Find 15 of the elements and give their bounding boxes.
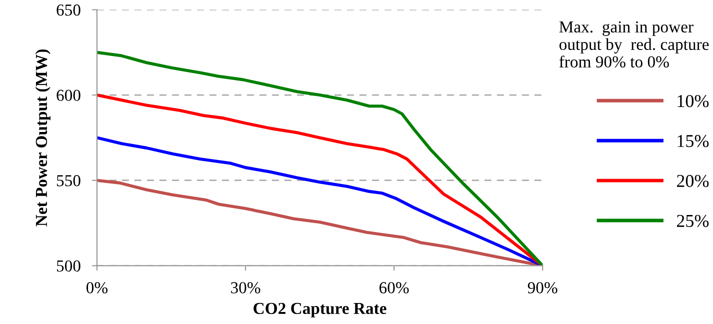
x-tick-label: 60% [379, 282, 409, 294]
legend-title: Max. gain in power output by red. capture from 90% to 0% [559, 21, 709, 68]
y-tick-label: 650 [56, 4, 80, 16]
x-tick-label: 0% [86, 282, 108, 294]
y-tick-label: 550 [56, 175, 80, 186]
legend-label: 10% [678, 94, 709, 108]
legend-label: 15% [678, 134, 709, 148]
x-axis-title: CO2 Capture Rate [254, 302, 386, 318]
y-tick-label: 600 [56, 90, 80, 101]
legend-label: 25% [676, 214, 709, 228]
x-tick-label: 30% [231, 282, 260, 294]
legend-label: 20% [676, 174, 709, 188]
x-tick-label: 90% [528, 282, 558, 294]
y-tick-label: 500 [56, 260, 80, 272]
y-axis-title: Net Power Output (MW) [35, 49, 50, 226]
